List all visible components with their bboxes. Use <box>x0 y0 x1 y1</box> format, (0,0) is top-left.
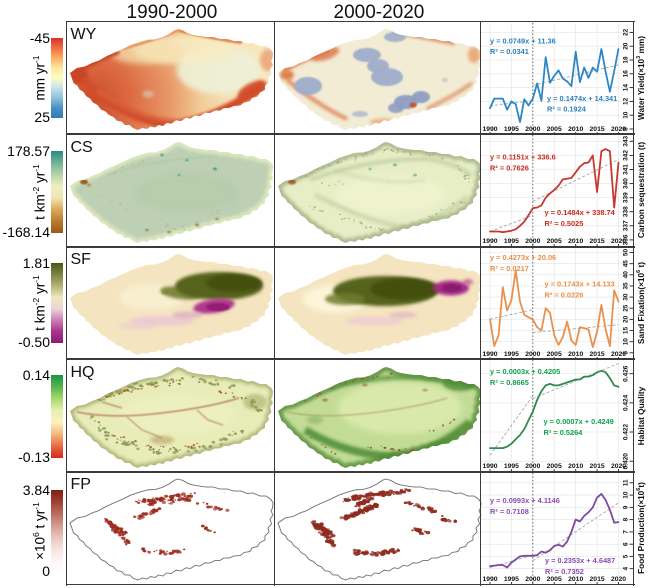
svg-text:0.422: 0.422 <box>623 424 630 441</box>
svg-text:R² = 0.5025: R² = 0.5025 <box>545 219 584 228</box>
svg-text:16: 16 <box>623 69 630 77</box>
svg-text:2020: 2020 <box>611 126 626 133</box>
svg-text:y = 0.0003x + 0.4205: y = 0.0003x + 0.4205 <box>490 367 560 376</box>
svg-text:y = 0.2353x + 4.6487: y = 0.2353x + 4.6487 <box>545 556 615 565</box>
svg-text:8: 8 <box>623 517 630 521</box>
svg-text:2005: 2005 <box>547 463 562 470</box>
svg-text:0.420: 0.420 <box>623 453 630 470</box>
svg-text:18: 18 <box>623 56 630 64</box>
svg-text:5: 5 <box>623 554 630 558</box>
svg-text:2005: 2005 <box>547 351 562 358</box>
svg-text:4: 4 <box>623 566 630 570</box>
svg-text:2010: 2010 <box>568 463 583 470</box>
svg-text:25: 25 <box>623 304 630 312</box>
svg-text:1990: 1990 <box>482 126 497 133</box>
svg-text:8: 8 <box>623 126 630 130</box>
svg-text:340: 340 <box>623 178 630 189</box>
svg-text:343: 343 <box>623 136 630 147</box>
svg-text:R² = 0.0341: R² = 0.0341 <box>490 47 529 56</box>
svg-text:336: 336 <box>623 234 630 245</box>
svg-text:y = 0.1484x + 338.74: y = 0.1484x + 338.74 <box>545 208 616 217</box>
svg-text:1995: 1995 <box>504 576 519 583</box>
svg-text:R² = 0.8665: R² = 0.8665 <box>490 378 529 387</box>
svg-text:339: 339 <box>623 192 630 203</box>
svg-text:R² = 0.7626: R² = 0.7626 <box>490 164 529 173</box>
svg-text:30: 30 <box>623 293 630 301</box>
svg-text:y = 0.0007x + 0.4249: y = 0.0007x + 0.4249 <box>544 417 614 426</box>
svg-text:2020: 2020 <box>611 238 626 245</box>
svg-text:y = 0.0993x + 4.1146: y = 0.0993x + 4.1146 <box>490 496 560 505</box>
svg-text:2020: 2020 <box>611 351 626 358</box>
svg-text:40: 40 <box>623 270 630 278</box>
svg-text:2010: 2010 <box>568 576 583 583</box>
svg-text:35: 35 <box>623 282 630 290</box>
svg-text:1995: 1995 <box>504 463 519 470</box>
svg-text:9: 9 <box>623 505 630 509</box>
svg-text:1995: 1995 <box>504 238 519 245</box>
svg-text:20: 20 <box>623 315 630 323</box>
svg-text:14: 14 <box>623 83 630 91</box>
svg-text:337: 337 <box>623 220 630 231</box>
svg-text:2000: 2000 <box>525 351 540 358</box>
svg-text:2010: 2010 <box>568 126 583 133</box>
svg-text:1990: 1990 <box>482 351 497 358</box>
svg-text:50: 50 <box>623 248 630 256</box>
svg-text:6: 6 <box>623 542 630 546</box>
svg-text:y = 0.4273x + 20.06: y = 0.4273x + 20.06 <box>490 253 556 262</box>
svg-text:R² = 0.7352: R² = 0.7352 <box>545 567 584 576</box>
svg-text:2000: 2000 <box>525 576 540 583</box>
svg-text:1995: 1995 <box>504 351 519 358</box>
svg-text:2015: 2015 <box>590 463 605 470</box>
svg-text:R² = 0.0226: R² = 0.0226 <box>545 290 584 299</box>
svg-text:2000: 2000 <box>525 126 540 133</box>
svg-text:341: 341 <box>623 164 630 175</box>
svg-text:1990: 1990 <box>482 238 497 245</box>
svg-text:7: 7 <box>623 530 630 534</box>
svg-text:12: 12 <box>623 97 630 105</box>
svg-text:2005: 2005 <box>547 576 562 583</box>
svg-text:y = 0.1474x + 14.341: y = 0.1474x + 14.341 <box>547 94 617 103</box>
svg-text:2000: 2000 <box>525 463 540 470</box>
svg-text:0.426: 0.426 <box>623 365 630 382</box>
svg-text:2015: 2015 <box>590 351 605 358</box>
svg-text:22: 22 <box>623 28 630 36</box>
svg-text:45: 45 <box>623 259 630 267</box>
svg-text:y = 0.1151x + 336.6: y = 0.1151x + 336.6 <box>490 153 556 162</box>
svg-text:R² = 0.1924: R² = 0.1924 <box>547 104 587 113</box>
svg-text:2015: 2015 <box>590 126 605 133</box>
svg-text:5: 5 <box>623 350 630 354</box>
svg-text:10: 10 <box>623 111 630 119</box>
svg-text:2015: 2015 <box>590 238 605 245</box>
svg-text:2000: 2000 <box>525 238 540 245</box>
svg-text:R² = 0.5264: R² = 0.5264 <box>544 428 584 437</box>
svg-text:1995: 1995 <box>504 126 519 133</box>
svg-text:y = 0.0749x + 11.36: y = 0.0749x + 11.36 <box>490 36 556 45</box>
svg-text:2010: 2010 <box>568 351 583 358</box>
svg-text:y = 0.1743x + 14.133: y = 0.1743x + 14.133 <box>545 279 615 288</box>
svg-text:2010: 2010 <box>568 238 583 245</box>
svg-text:342: 342 <box>623 150 630 161</box>
svg-text:2005: 2005 <box>547 126 562 133</box>
svg-text:2005: 2005 <box>547 238 562 245</box>
svg-text:10: 10 <box>623 337 630 345</box>
svg-text:338: 338 <box>623 206 630 217</box>
svg-text:2020: 2020 <box>611 576 626 583</box>
svg-text:2015: 2015 <box>590 576 605 583</box>
svg-text:11: 11 <box>623 479 630 486</box>
svg-text:15: 15 <box>623 326 630 334</box>
svg-text:R² = 0.0217: R² = 0.0217 <box>490 264 529 273</box>
svg-text:1990: 1990 <box>482 463 497 470</box>
svg-text:20: 20 <box>623 42 630 50</box>
svg-text:1990: 1990 <box>482 576 497 583</box>
svg-text:0.424: 0.424 <box>623 395 630 412</box>
svg-text:R² = 0.7108: R² = 0.7108 <box>490 507 529 516</box>
svg-text:10: 10 <box>623 491 630 499</box>
svg-text:2020: 2020 <box>611 463 626 470</box>
